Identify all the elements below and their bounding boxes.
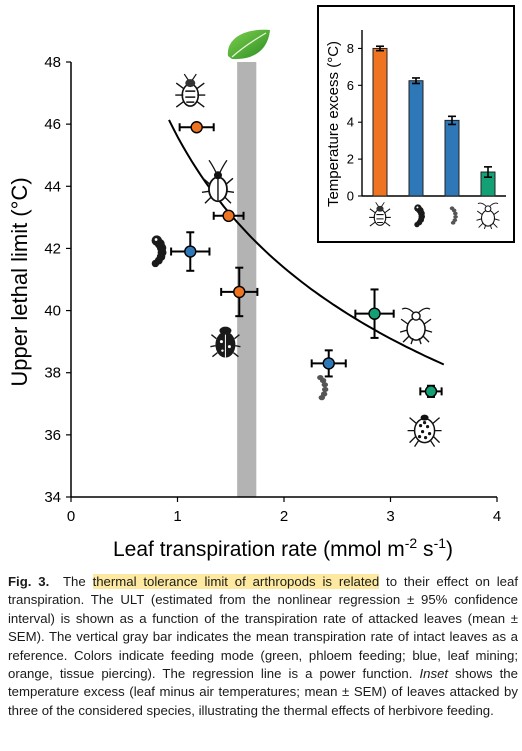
x-tick-label: 1 <box>173 508 181 525</box>
y-tick-labels: 34 36 38 40 42 44 46 48 <box>44 54 61 506</box>
point-marker <box>222 209 235 223</box>
beetle-icon <box>210 326 241 358</box>
data-point <box>354 288 395 339</box>
data-point <box>419 384 443 398</box>
y-tick-label: 38 <box>44 365 61 382</box>
caterpillar-icon <box>151 235 167 268</box>
larva-icon <box>317 374 329 401</box>
inset-bar <box>408 77 424 197</box>
caption-inset-word: Inset <box>419 666 449 682</box>
inset-bars <box>372 45 496 197</box>
caterpillar-icon <box>414 204 425 228</box>
bug-frontal-icon <box>369 202 391 227</box>
point-marker <box>184 245 197 258</box>
y-tick-label: 48 <box>44 54 61 71</box>
mite-icon <box>407 414 442 448</box>
point-marker <box>233 285 246 299</box>
caption-highlight: thermal tolerance limit of arthropods is… <box>92 574 380 589</box>
caption-part1: to their effect on leaf transpiration. T… <box>8 574 519 682</box>
inset-y-tick-label: 0 <box>347 189 354 204</box>
inset-y-tick-labels: 0 2 4 6 8 <box>347 41 354 204</box>
inset-bar <box>444 115 460 197</box>
data-point <box>212 209 245 223</box>
x-tick-label: 0 <box>67 508 75 525</box>
point-marker <box>322 357 335 370</box>
x-tick-label: 3 <box>386 508 394 525</box>
data-points <box>170 121 443 398</box>
caption-part2: shows the temperature excess (leaf minus… <box>8 666 518 718</box>
inset-y-tick-label: 2 <box>347 152 354 167</box>
y-axis-title: Upper lethal limit (°C) <box>7 177 32 386</box>
bar-rect <box>444 119 460 197</box>
data-point <box>220 266 259 318</box>
data-point <box>170 231 211 272</box>
point-marker <box>424 385 438 398</box>
inset-bar-chart: 0 2 4 6 8 Temperature excess (°C) <box>317 5 515 243</box>
x-tick-label: 4 <box>493 508 501 525</box>
aphid-icon <box>399 307 433 345</box>
bar-rect <box>372 47 388 197</box>
caption-pre: The <box>62 574 93 589</box>
y-tick-label: 36 <box>44 427 61 444</box>
point-marker <box>190 121 203 134</box>
main-axes <box>66 61 498 502</box>
bug-frontal-icon <box>175 73 206 108</box>
cockroach-icon <box>201 159 235 204</box>
inset-y-axis-title: Temperature excess (°C) <box>325 41 342 207</box>
larva-icon <box>449 206 458 225</box>
y-tick-label: 44 <box>44 178 61 195</box>
arthropod-icons <box>151 73 442 448</box>
point-marker <box>368 307 381 320</box>
y-tick-label: 42 <box>44 240 61 257</box>
y-tick-label: 34 <box>44 489 61 506</box>
data-point <box>310 349 347 378</box>
figure-caption: Fig. 3. The thermal tolerance limit of a… <box>8 573 518 720</box>
inset-bar <box>372 45 388 197</box>
y-tick-label: 40 <box>44 303 61 320</box>
inset-y-tick-label: 6 <box>347 78 354 93</box>
x-axis-title: Leaf transpiration rate (mmol m-2 s-1) <box>113 535 453 561</box>
bar-rect <box>408 80 424 197</box>
inset-y-tick-label: 4 <box>347 115 354 130</box>
inset-bar <box>480 166 496 197</box>
data-point <box>178 121 215 134</box>
inset-category-icons <box>369 202 500 230</box>
aphid-icon <box>476 202 500 230</box>
caption-figure-label: Fig. 3. <box>8 574 50 589</box>
x-tick-label: 2 <box>280 508 288 525</box>
inset-y-tick-label: 8 <box>347 41 354 56</box>
x-tick-labels: 0 1 2 3 4 <box>67 508 501 525</box>
intact-leaf-reference-bar <box>237 62 257 497</box>
green-leaf-icon <box>227 29 270 60</box>
y-tick-label: 46 <box>44 116 61 133</box>
